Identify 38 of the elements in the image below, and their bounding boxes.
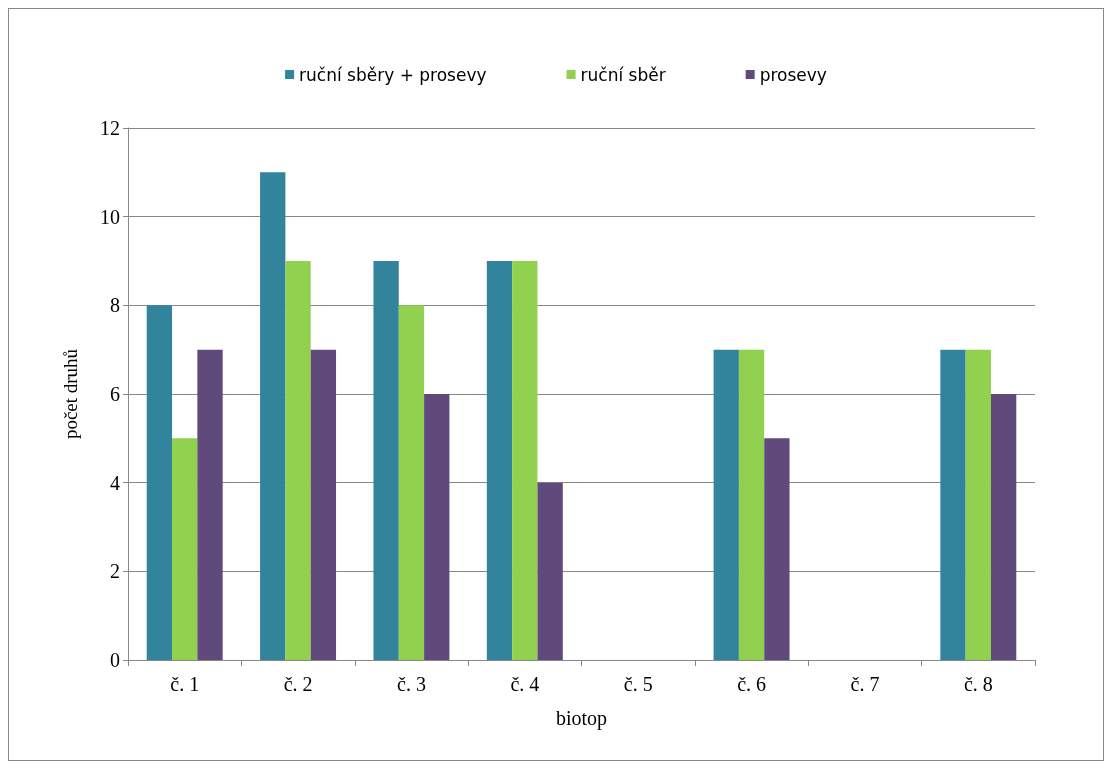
bar (713, 349, 739, 660)
y-tick-label: 6 (110, 383, 120, 405)
x-tick-label: č. 2 (283, 673, 313, 695)
y-axis-title: počet druhů (60, 348, 81, 440)
x-axis-title: biotop (555, 707, 608, 730)
x-tick-label: č. 5 (623, 673, 653, 695)
x-tick-label: č. 6 (737, 673, 767, 695)
bar (373, 261, 399, 660)
bar (310, 349, 337, 660)
legend-label: prosevy (759, 64, 827, 85)
y-tick-label: 4 (110, 471, 120, 494)
bar (990, 394, 1017, 660)
bar (146, 305, 173, 660)
legend-label: ruční sběr (580, 64, 666, 85)
y-tick-label: 10 (100, 205, 120, 228)
x-tick-label: č. 7 (850, 673, 880, 695)
x-tick-label: č. 4 (510, 673, 540, 695)
bar (965, 349, 991, 660)
bar (285, 261, 311, 660)
bar (512, 261, 538, 660)
x-tick-label: č. 1 (170, 673, 200, 695)
bar (260, 172, 286, 660)
y-tick-label: 8 (110, 294, 120, 317)
bar (486, 261, 513, 660)
x-tick-label: č. 3 (396, 673, 426, 695)
bar (764, 438, 790, 660)
bar (172, 438, 198, 660)
y-tick-label: 12 (100, 117, 120, 139)
bar (940, 349, 966, 660)
bar (197, 349, 223, 660)
legend-label: ruční sběry + prosevy (299, 64, 487, 85)
y-tick-label: 2 (110, 560, 120, 583)
bar (738, 349, 765, 660)
bar (537, 482, 563, 660)
x-tick-label: č. 8 (963, 673, 993, 695)
bar (424, 394, 450, 660)
y-tick-label: 0 (110, 649, 120, 671)
bar (398, 305, 425, 660)
